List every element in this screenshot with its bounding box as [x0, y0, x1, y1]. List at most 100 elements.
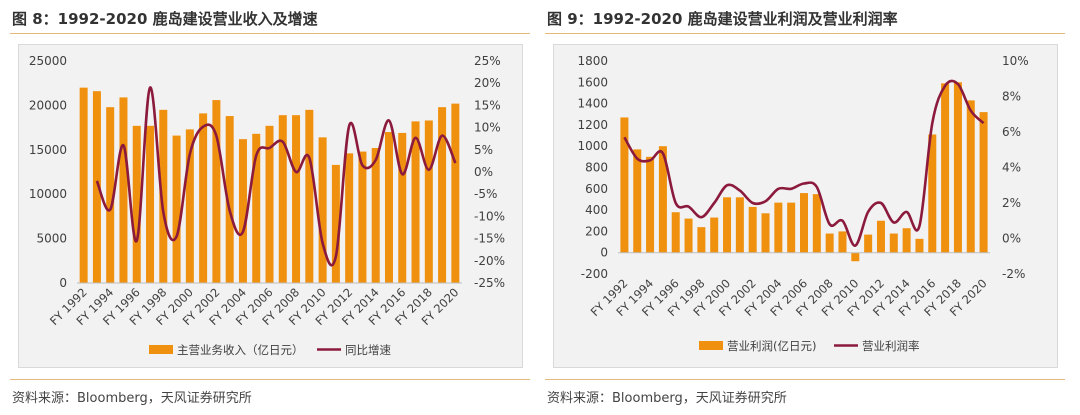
legend-bar-swatch: [149, 345, 173, 354]
bar: [748, 206, 757, 253]
left-axis-tick-label: 200: [585, 224, 608, 238]
bar: [159, 109, 168, 283]
bar: [278, 115, 287, 283]
bar: [225, 116, 234, 283]
figure-8-bottom-rule: [10, 379, 530, 380]
bar: [331, 164, 340, 283]
bar: [941, 83, 950, 253]
left-axis-tick-label: 15000: [29, 143, 67, 157]
bar: [684, 218, 693, 253]
right-axis-tick-label: -20%: [474, 254, 505, 268]
bar: [106, 107, 115, 283]
left-axis-tick-label: 1200: [577, 118, 608, 132]
bar: [212, 100, 221, 284]
bar: [438, 107, 447, 283]
bar: [252, 133, 261, 283]
bar: [451, 103, 460, 284]
bar: [646, 156, 655, 253]
right-axis-tick-label: 5%: [474, 143, 493, 157]
legend-bar-label: 主营业务收入（亿日元）: [177, 343, 304, 357]
left-axis-tick-label: 0: [600, 246, 608, 260]
bar: [633, 149, 642, 253]
bar: [723, 197, 732, 253]
left-axis-tick-label: 600: [585, 182, 608, 196]
bar: [851, 252, 860, 262]
bar: [411, 121, 420, 283]
figure-9-bottom-rule: [545, 379, 1065, 380]
figure-8-source: 资料来源：Bloomberg，天风证券研究所: [12, 391, 252, 406]
right-axis-tick-label: 20%: [474, 76, 501, 90]
bar: [424, 120, 433, 283]
left-axis-tick-label: 5000: [36, 232, 67, 246]
bar: [671, 212, 680, 253]
right-axis-tick-label: -5%: [474, 187, 497, 201]
right-axis-tick-label: 2%: [1002, 196, 1021, 210]
left-axis-tick-label: 0: [59, 276, 67, 290]
left-axis-tick-label: 400: [585, 203, 608, 217]
bar: [92, 91, 101, 283]
bar: [620, 117, 629, 253]
right-axis-tick-label: 8%: [1002, 90, 1021, 104]
bar: [119, 97, 128, 283]
figure-8-title-rule: [10, 33, 530, 34]
legend-line-label: 同比增速: [345, 343, 391, 357]
line-series-path: [623, 79, 985, 247]
bar: [697, 227, 706, 253]
legend-bar-swatch: [699, 341, 723, 350]
bar: [358, 151, 367, 283]
bar: [710, 217, 719, 253]
bar: [265, 125, 274, 283]
bar: [146, 125, 155, 283]
bar: [889, 233, 898, 253]
bar: [966, 100, 975, 253]
left-axis-tick-label: 800: [585, 161, 608, 175]
bar: [915, 238, 924, 253]
legend-line-label: 营业利润率: [862, 339, 920, 353]
right-axis-tick-label: 6%: [1002, 125, 1021, 139]
bar: [787, 202, 796, 253]
bar: [800, 193, 808, 253]
right-axis-tick-label: -25%: [474, 276, 505, 290]
bar: [172, 135, 181, 283]
left-axis-tick-label: 1000: [577, 139, 608, 153]
bar: [812, 194, 821, 253]
bar: [305, 109, 314, 283]
bar: [292, 115, 301, 283]
bar: [864, 234, 873, 253]
figure-8-chart-area: 0 5000 10000 15000 20000 25000 -25% -20% -15% -10…: [18, 44, 523, 368]
bar: [345, 153, 354, 283]
right-axis-tick-label: 10%: [1002, 54, 1029, 68]
bar: [371, 148, 380, 283]
right-axis-tick-label: 4%: [1002, 161, 1021, 175]
bar: [238, 139, 247, 283]
figure-9-title-rule: [545, 33, 1065, 34]
bar: [318, 137, 327, 283]
figure-9-chart: -200 0 200 400 600 800 1000 1200 1400 1600 1800 -2%…: [577, 54, 1029, 353]
right-axis-tick-label: 0%: [1002, 232, 1021, 246]
right-axis-tick-label: -2%: [1002, 267, 1025, 281]
right-axis-tick-label: 15%: [474, 98, 501, 112]
bar: [876, 220, 885, 253]
bar: [953, 82, 962, 253]
left-axis-tick-label: 10000: [29, 187, 67, 201]
line-series-path: [95, 86, 457, 267]
bar: [384, 132, 393, 283]
left-axis-tick-label: -200: [581, 267, 608, 281]
right-axis-tick-label: 10%: [474, 121, 501, 135]
bar: [185, 129, 194, 283]
left-axis-tick-label: 1600: [577, 75, 608, 89]
bar: [761, 213, 770, 253]
left-axis-tick-label: 25000: [29, 54, 67, 68]
bar: [902, 228, 911, 253]
bar: [979, 112, 988, 253]
figure-9-chart-area: -200 0 200 400 600 800 1000 1200 1400 1600 1800 -2%…: [553, 44, 1058, 368]
right-axis-tick-label: -15%: [474, 232, 505, 246]
left-axis-tick-label: 1400: [577, 97, 608, 111]
bar: [838, 231, 847, 253]
bar: [398, 132, 407, 283]
figure-8-panel: 图 8：1992-2020 鹿岛建设营业收入及增速 0 5000 10000 1500…: [10, 0, 540, 415]
left-axis-tick-label: 1800: [577, 54, 608, 68]
right-axis-tick-label: 25%: [474, 54, 501, 68]
bar: [735, 197, 744, 253]
figure-9-panel: 图 9：1992-2020 鹿岛建设营业利润及营业利润率 -200 0 200 400…: [545, 0, 1075, 415]
